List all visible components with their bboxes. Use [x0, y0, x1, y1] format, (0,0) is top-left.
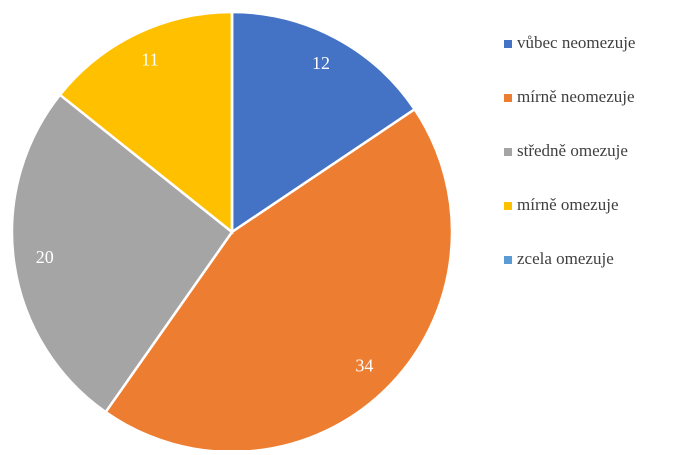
pie-slice [10, 93, 234, 414]
legend-swatch [504, 202, 512, 210]
pie-slice [103, 107, 454, 454]
pie-slice [58, 10, 234, 235]
legend-label: zcela omezuje [517, 249, 614, 268]
legend-swatch [504, 256, 512, 264]
legend-swatch [504, 148, 512, 156]
legend-swatch [504, 40, 512, 48]
legend-swatch [504, 94, 512, 102]
data-label: 20 [36, 247, 54, 267]
legend-label: středně omezuje [517, 141, 628, 160]
data-label: 11 [141, 50, 158, 70]
legend-label: vůbec neomezuje [517, 33, 635, 52]
legend-label: mírně neomezuje [517, 87, 635, 106]
pie-slice [230, 10, 417, 235]
data-label: 12 [312, 53, 330, 73]
legend-label: mírně omezuje [517, 195, 619, 214]
data-label: 34 [355, 355, 373, 375]
